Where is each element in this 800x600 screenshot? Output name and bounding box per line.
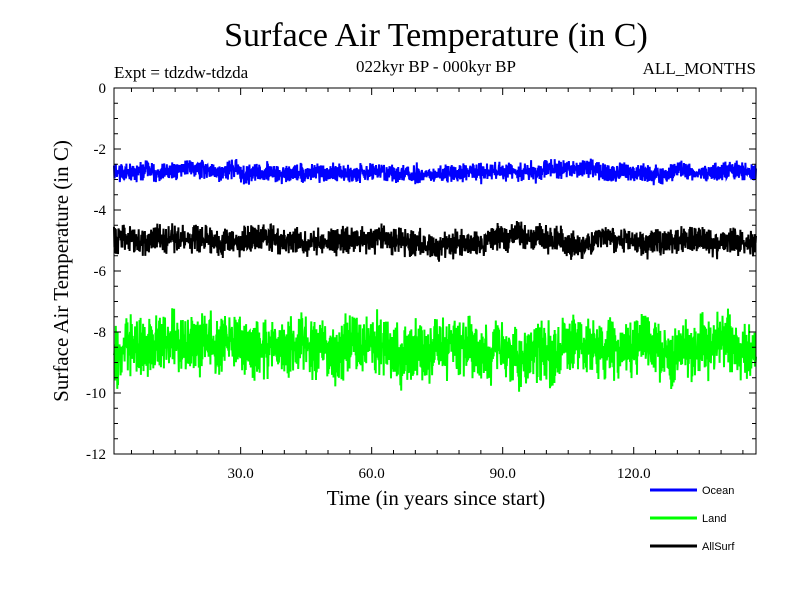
legend-label-ocean: Ocean: [702, 485, 734, 497]
series-line-ocean: [113, 158, 757, 186]
y-tick-label: -8: [94, 325, 107, 341]
y-tick-label: -6: [94, 264, 107, 280]
series-line-land: [113, 308, 757, 392]
y-tick-label: -4: [94, 203, 107, 219]
experiment-label: Expt = tdzdw-tdzda: [114, 63, 249, 82]
months-label: ALL_MONTHS: [643, 59, 756, 78]
x-axis-ticks: 30.0 60.0 90.0 120.0: [130, 88, 744, 482]
legend: Ocean Land AllSurf: [650, 485, 735, 553]
chart-subtitle: 022kyr BP - 000kyr BP: [356, 57, 516, 76]
y-tick-label: -12: [86, 447, 106, 463]
y-axis-label: Surface Air Temperature (in C): [49, 140, 73, 402]
chart-title: Surface Air Temperature (in C): [224, 17, 648, 54]
x-axis-label: Time (in years since start): [327, 486, 546, 510]
series-layer: [113, 158, 757, 392]
x-tick-label: 30.0: [228, 466, 254, 482]
y-tick-label: -10: [86, 386, 106, 402]
legend-label-land: Land: [702, 513, 726, 525]
y-tick-label: 0: [99, 81, 107, 97]
x-tick-label: 90.0: [490, 466, 516, 482]
y-tick-label: -2: [94, 142, 107, 158]
y-axis-ticks: 0 -2 -4 -6 -8 -10 -12: [86, 81, 756, 463]
plot-frame: [113, 87, 757, 455]
legend-label-allsurf: AllSurf: [702, 541, 735, 553]
x-tick-label: 120.0: [617, 466, 651, 482]
x-tick-label: 60.0: [359, 466, 385, 482]
series-line-allsurf: [113, 220, 757, 262]
